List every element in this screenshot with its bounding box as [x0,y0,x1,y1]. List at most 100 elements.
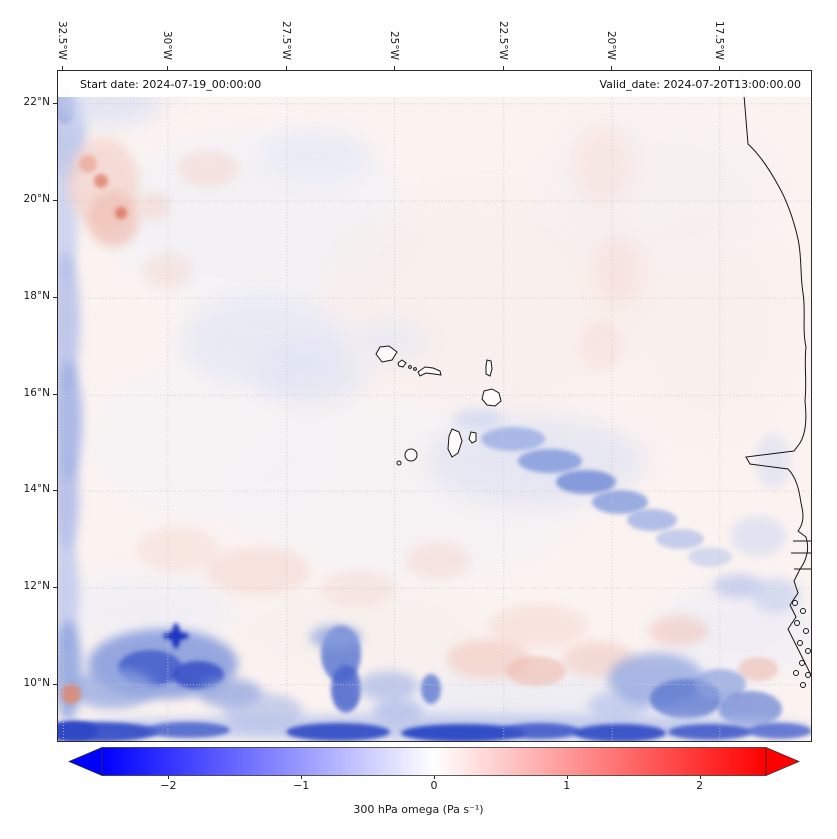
colorbar-tick-mark [434,776,435,779]
lat-tick-mark [53,297,57,299]
omega-field-blob [401,724,525,741]
omega-field-blob [163,632,189,640]
omega-field-blob [61,684,81,704]
omega-field-blob [136,527,220,571]
omega-field-blob [258,346,368,406]
omega-field-blob [518,449,582,473]
cape-verde-island [413,367,417,371]
omega-field-blob [718,691,782,727]
colorbar-right-arrow [765,747,800,776]
omega-field-blob [143,253,193,289]
colorbar-tick-label: 0 [430,779,438,792]
omega-field-blob [573,126,633,206]
omega-field-blob [556,470,616,494]
lat-tick-mark [53,102,57,104]
omega-field-blob [688,547,732,567]
lon-tick-mark [393,66,395,70]
colorbar-tick-mark [301,776,303,779]
omega-field-blob [748,723,811,739]
omega-field-blob [263,131,373,181]
cape-verde-island [481,388,502,407]
lat-tick-label: 22°N [23,95,50,108]
omega-field-blob [310,625,362,649]
omega-field-blob [618,201,798,441]
cape-verde-island [447,428,463,458]
omega-field-blob [58,571,238,651]
cape-verde-island [417,366,442,377]
lat-tick-mark [53,199,57,201]
omega-field-blob [58,251,80,391]
omega-field-blob [358,671,418,701]
lon-tick-label: 22.5°W [496,20,509,60]
omega-field-blob [648,616,708,646]
omega-field-blob [206,547,310,595]
omega-field-blob [94,174,108,188]
omega-field-blob [58,361,82,481]
colorbar [68,747,800,776]
coastline-group [375,71,811,688]
colorbar-tick-mark [168,776,170,779]
lat-tick-mark [53,490,57,492]
omega-field-blob [500,723,580,739]
omega-field-blob [79,155,97,173]
omega-field-blob [453,409,503,429]
lat-tick-label: 20°N [23,192,50,205]
omega-field-blob [135,192,171,220]
cape-verde-island [375,345,398,363]
plot-header-band: Start date: 2024-07-19_00:00:00 Valid_da… [58,71,811,97]
omega-field-blob [146,722,230,738]
lon-tick-label: 17.5°W [712,20,725,60]
omega-field-blob [488,604,588,648]
omega-field-blob [574,724,666,741]
lon-tick-mark [62,66,64,70]
omega-field-blobs [58,76,811,741]
omega-field-blob [331,665,361,713]
omega-field-blob [627,509,677,531]
omega-field-blob [286,723,390,741]
omega-field-blob [592,490,648,514]
lat-tick-mark [53,587,57,589]
omega-field-blob [71,669,155,709]
lat-tick-label: 12°N [23,580,50,593]
omega-field-blob [752,578,800,614]
omega-field-blob [406,543,470,579]
omega-field-blob [58,722,158,741]
cape-verde-island [396,460,402,466]
omega-field-blob [668,724,752,740]
lon-tick-label: 27.5°W [279,20,292,60]
valid-date-label: Valid_date: 2024-07-20T13:00:00.00 [599,77,801,91]
lon-tick-label: 30°W [160,31,173,60]
omega-field-blob [755,433,791,489]
cape-verde-islands [375,345,502,466]
lat-tick-mark [53,394,57,396]
lon-tick-label: 32.5°W [56,20,69,60]
gridlines [58,71,811,741]
omega-field-svg [58,71,811,741]
lat-tick-label: 14°N [23,483,50,496]
colorbar-tick-label: −2 [160,779,177,792]
omega-field-blob [506,656,566,686]
omega-field-blob [421,674,441,704]
map-plot-area: Start date: 2024-07-19_00:00:00 Valid_da… [57,70,812,742]
omega-field-blob [738,657,778,681]
omega-field-blob [481,427,545,451]
lat-tick-label: 10°N [23,676,50,689]
lat-tick-label: 16°N [23,387,50,400]
river-estuary-lines [791,540,811,570]
cape-verde-island [408,365,412,369]
africa-coastline-path [741,71,811,676]
lon-tick-mark [166,66,168,70]
colorbar-tick-label: 1 [563,779,571,792]
lon-tick-label: 20°W [605,31,618,60]
cape-verde-island [404,448,418,462]
colorbar-tick-mark [566,776,568,779]
colorbar-tick-label: 2 [696,779,704,792]
start-date-label: Start date: 2024-07-19_00:00:00 [80,77,262,91]
lon-tick-label: 25°W [387,31,400,60]
colorbar-tick-label: −1 [293,779,310,792]
omega-field-blob [88,361,328,521]
cape-verde-island [485,359,493,377]
omega-field-blob [322,571,394,607]
lon-tick-mark [285,66,287,70]
